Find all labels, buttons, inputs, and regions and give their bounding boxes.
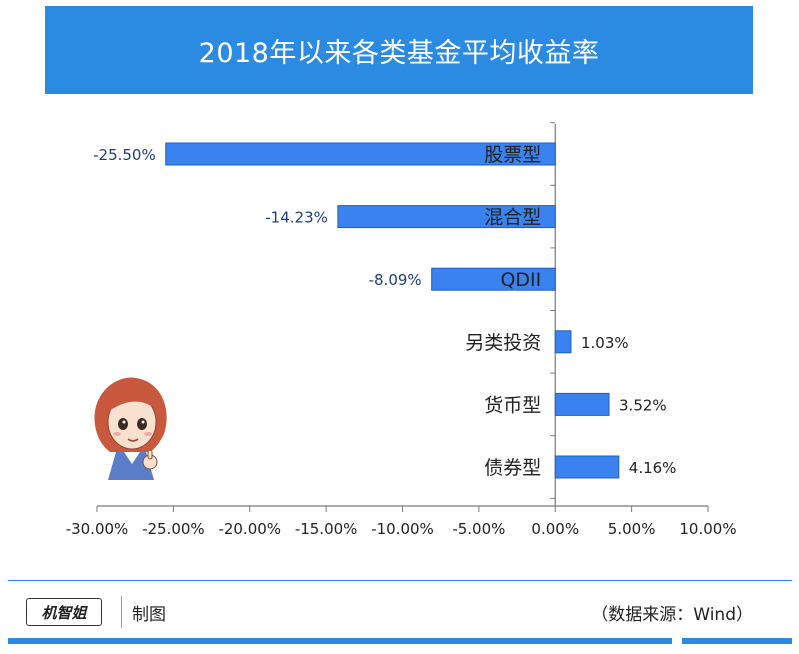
bar xyxy=(165,142,556,166)
labels: 股票型 -25.50% 混合型 -14.23% QDII -8.09% 另类投资 1.03% 货… xyxy=(93,144,676,479)
footer-bar-left xyxy=(8,638,672,644)
x-tick-label: -20.00% xyxy=(218,520,281,538)
value-label: 1.03% xyxy=(581,334,629,352)
data-source-label: （数据来源：Wind） xyxy=(591,605,753,625)
axes: -30.00% -25.00% -20.00% -15.00% -10.00% -5.00… xyxy=(66,122,737,538)
value-label: -25.50% xyxy=(93,146,156,164)
footer-separator xyxy=(121,596,122,628)
cartoon-girl-thumbs-up-icon xyxy=(94,377,167,480)
bar xyxy=(554,392,610,416)
chart-title: 2018年以来各类基金平均收益率 xyxy=(198,37,600,69)
x-tick-label: -25.00% xyxy=(142,520,205,538)
bar xyxy=(337,205,556,229)
x-tick-label: -30.00% xyxy=(66,520,129,538)
x-tick-label: -15.00% xyxy=(295,520,358,538)
bar xyxy=(554,330,572,354)
category-label: QDII xyxy=(500,269,541,291)
footer-bar-right xyxy=(682,638,792,644)
x-tick-label: 10.00% xyxy=(679,520,736,538)
category-label: 另类投资 xyxy=(465,332,541,354)
title-banner: 2018年以来各类基金平均收益率 xyxy=(45,6,753,94)
bars xyxy=(165,142,620,479)
brand-logo: 机智姐 xyxy=(26,598,102,626)
category-label: 货币型 xyxy=(484,394,541,416)
value-label: 3.52% xyxy=(619,396,667,414)
bar xyxy=(554,455,620,479)
category-label: 混合型 xyxy=(484,207,541,229)
made-by-label: 制图 xyxy=(132,605,166,625)
bar-chart: -30.00% -25.00% -20.00% -15.00% -10.00% -5.00… xyxy=(66,122,737,538)
x-tick-label: 5.00% xyxy=(608,520,656,538)
x-tick-label: -5.00% xyxy=(452,520,505,538)
category-label: 债券型 xyxy=(484,457,541,479)
x-tick-label: -10.00% xyxy=(371,520,434,538)
value-label: 4.16% xyxy=(629,459,677,477)
bar xyxy=(431,267,556,291)
footer-divider-line xyxy=(8,580,792,581)
x-tick-label: 0.00% xyxy=(531,520,579,538)
category-label: 股票型 xyxy=(484,144,541,166)
value-label: -14.23% xyxy=(265,209,328,227)
value-label: -8.09% xyxy=(369,271,422,289)
